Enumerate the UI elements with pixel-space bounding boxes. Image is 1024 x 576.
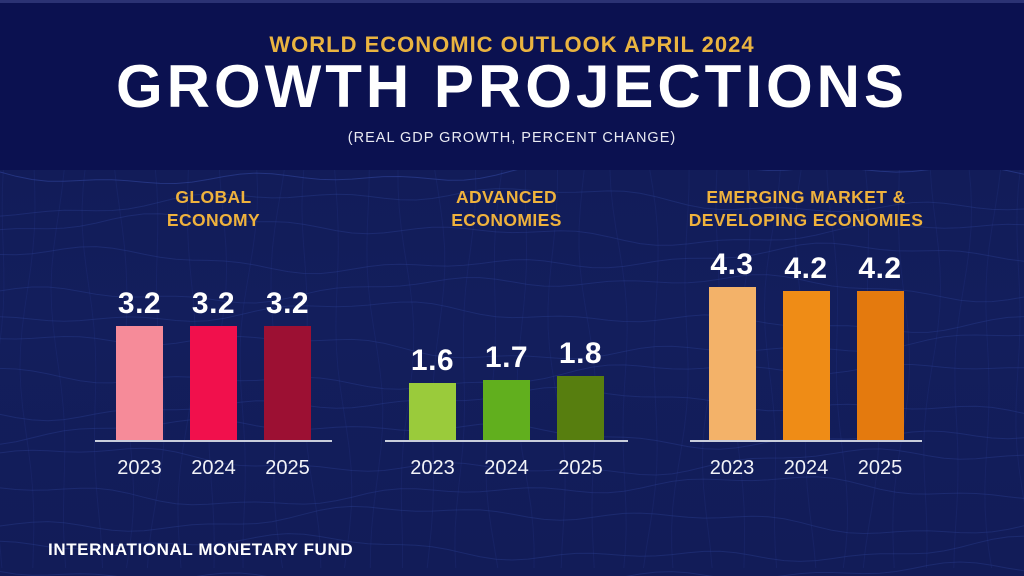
bar xyxy=(708,287,756,440)
bar-column: 3.2 xyxy=(103,287,177,440)
imf-wordmark: INTERNATIONAL MONETARY FUND xyxy=(48,540,354,559)
chart-group-title: EMERGING MARKET & DEVELOPING ECONOMIES xyxy=(688,187,924,230)
report-name-eyebrow: WORLD ECONOMIC OUTLOOK APRIL 2024 xyxy=(269,32,755,57)
bar xyxy=(264,326,311,440)
x-axis-tick-label: 2024 xyxy=(783,457,829,479)
x-axis-tick-label: 2024 xyxy=(191,457,236,479)
bar-column: 3.2 xyxy=(177,287,251,440)
top-edge-strip xyxy=(0,0,1024,3)
bar xyxy=(557,376,604,440)
x-axis-line xyxy=(690,440,922,442)
chart-group-advanced-economies: ADVANCED ECONOMIES 1.6 1.7 1.8 2023 2024 202… xyxy=(385,182,628,492)
bar-column: 1.8 xyxy=(544,337,618,440)
bar-value-label: 4.3 xyxy=(710,248,754,281)
bar xyxy=(782,291,830,440)
x-axis-tick-label: 2023 xyxy=(117,457,162,479)
bar-value-label: 4.2 xyxy=(858,252,902,285)
bar-column: 3.2 xyxy=(251,287,325,440)
x-axis-tick-label: 2024 xyxy=(484,457,529,479)
x-axis-line xyxy=(385,440,628,442)
bar-column: 4.3 xyxy=(695,248,769,440)
x-axis-tick-label: 2023 xyxy=(709,457,755,479)
bar xyxy=(409,383,456,440)
x-axis-labels: 2023 2024 2025 xyxy=(95,457,332,480)
bar xyxy=(856,291,904,440)
bar-value-label: 3.2 xyxy=(265,287,310,320)
chart-group-emerging-developing: EMERGING MARKET & DEVELOPING ECONOMIES 4… xyxy=(689,182,923,492)
x-axis-labels: 2023 2024 2025 xyxy=(385,457,628,480)
bar xyxy=(190,326,237,440)
bar-value-label: 1.8 xyxy=(558,337,603,370)
bar-value-label: 3.2 xyxy=(117,287,162,320)
bars-container: 3.2 3.2 3.2 xyxy=(95,287,332,440)
chart-group-title: GLOBAL ECONOMY xyxy=(166,187,261,230)
page-subtitle: (REAL GDP GROWTH, PERCENT CHANGE) xyxy=(347,130,677,146)
x-axis-tick-label: 2025 xyxy=(857,457,903,479)
header-band: WORLD ECONOMIC OUTLOOK APRIL 2024 GROWTH… xyxy=(0,0,1024,170)
bars-container: 4.3 4.2 4.2 xyxy=(690,248,922,440)
x-axis-tick-label: 2025 xyxy=(265,457,310,479)
chart-group-title: ADVANCED ECONOMIES xyxy=(451,187,562,230)
bar-value-label: 1.6 xyxy=(410,344,455,377)
bar-column: 1.7 xyxy=(470,341,544,440)
bar xyxy=(483,380,530,440)
chart-group-global-economy: GLOBAL ECONOMY 3.2 3.2 3.2 2023 2024 2025 xyxy=(95,182,332,492)
page-title: GROWTH PROJECTIONS xyxy=(115,53,909,120)
bars-container: 1.6 1.7 1.8 xyxy=(385,337,628,440)
bar-column: 4.2 xyxy=(843,252,917,440)
bar-value-label: 3.2 xyxy=(191,287,236,320)
x-axis-tick-label: 2023 xyxy=(410,457,455,479)
bar-value-label: 4.2 xyxy=(784,252,828,285)
x-axis-labels: 2023 2024 2025 xyxy=(690,457,922,480)
bar xyxy=(116,326,163,440)
bar-value-label: 1.7 xyxy=(484,341,529,374)
bar-column: 1.6 xyxy=(396,344,470,440)
x-axis-line xyxy=(95,440,332,442)
x-axis-tick-label: 2025 xyxy=(558,457,603,479)
bar-column: 4.2 xyxy=(769,252,843,440)
